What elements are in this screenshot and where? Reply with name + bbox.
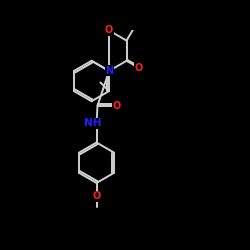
Text: O: O [134,63,143,73]
Text: N: N [105,66,113,76]
Text: NH: NH [84,118,101,128]
Text: O: O [105,26,113,36]
Text: O: O [112,100,120,110]
Text: O: O [92,191,101,201]
